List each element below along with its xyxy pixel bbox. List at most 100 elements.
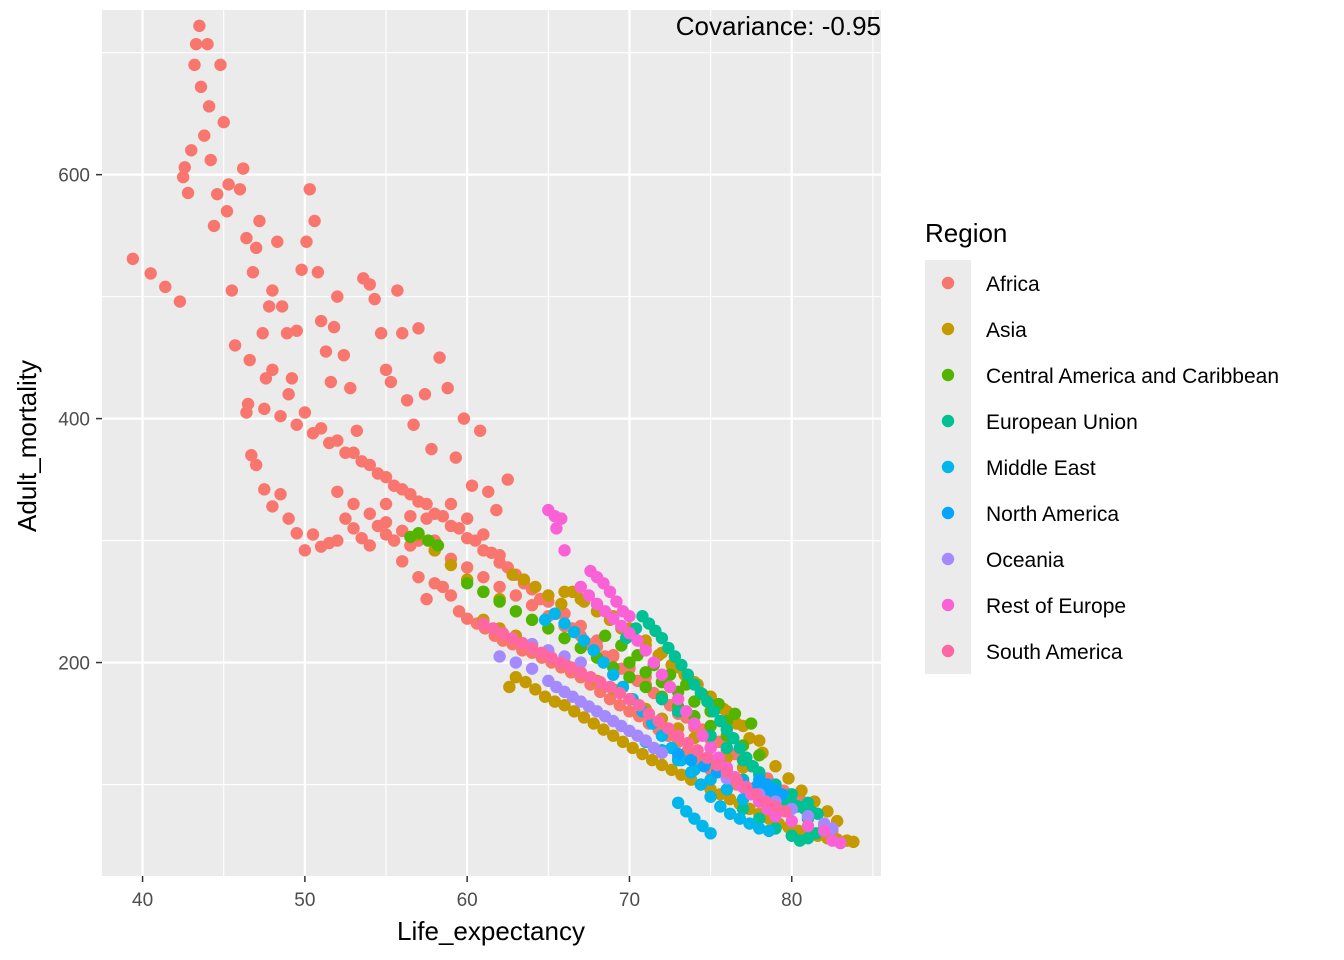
- data-point: [347, 497, 360, 511]
- data-point: [300, 235, 313, 248]
- data-point: [681, 668, 695, 681]
- data-point: [538, 690, 552, 703]
- data-point: [548, 607, 561, 620]
- data-point: [762, 824, 776, 838]
- x-tick-label: 40: [132, 890, 153, 911]
- data-point: [188, 58, 201, 72]
- data-point: [324, 375, 338, 389]
- data-point: [704, 790, 717, 803]
- data-point: [801, 810, 815, 823]
- data-point: [482, 485, 495, 498]
- data-point: [285, 372, 299, 385]
- data-point: [594, 675, 607, 689]
- legend-label: Central America and Caribbean: [986, 365, 1279, 388]
- data-point: [457, 412, 471, 425]
- data-point: [477, 585, 490, 599]
- data-point: [801, 819, 815, 833]
- data-point: [236, 162, 250, 175]
- data-point: [587, 644, 600, 657]
- data-point: [379, 497, 393, 511]
- data-point: [607, 668, 620, 681]
- data-point: [603, 585, 617, 599]
- data-point: [801, 796, 815, 810]
- y-tick-label: 200: [58, 654, 90, 675]
- data-point: [736, 802, 750, 816]
- legend-item: South America: [941, 641, 1123, 664]
- data-point: [688, 763, 701, 777]
- data-point: [233, 183, 247, 196]
- data-point: [587, 717, 600, 730]
- x-axis-title: Life_expectancy: [397, 916, 585, 946]
- data-point: [577, 711, 591, 724]
- data-point: [331, 290, 344, 303]
- data-point: [214, 58, 227, 72]
- data-point: [603, 692, 617, 706]
- data-point: [558, 607, 571, 620]
- data-point: [126, 252, 140, 266]
- data-point: [337, 348, 351, 362]
- data-point: [558, 544, 571, 557]
- legend-key: [941, 276, 955, 290]
- legend-item: North America: [941, 503, 1119, 526]
- legend-key: [941, 414, 955, 428]
- legend-label: Asia: [986, 319, 1027, 342]
- data-point: [350, 424, 363, 438]
- data-point: [501, 473, 514, 486]
- x-tick-label: 50: [294, 890, 315, 911]
- data-point: [529, 580, 542, 594]
- data-point: [436, 580, 450, 594]
- data-point: [258, 402, 271, 416]
- data-point: [730, 773, 743, 786]
- data-point: [228, 339, 242, 352]
- covariance-annotation: Covariance: -0.95: [676, 11, 881, 41]
- data-point: [691, 744, 704, 757]
- data-point: [178, 161, 191, 174]
- data-point: [753, 749, 766, 762]
- data-point: [173, 295, 187, 308]
- data-point: [779, 805, 792, 818]
- data-point: [396, 327, 409, 340]
- data-point: [452, 605, 466, 618]
- data-point: [769, 810, 782, 823]
- data-point: [680, 705, 693, 718]
- data-point: [444, 589, 458, 602]
- data-point: [225, 284, 239, 297]
- data-point: [460, 561, 474, 574]
- data-point: [198, 129, 211, 142]
- data-point: [249, 458, 263, 472]
- data-point: [441, 381, 454, 395]
- data-point: [425, 442, 438, 456]
- data-point: [525, 599, 539, 612]
- data-point: [769, 760, 782, 773]
- data-point: [290, 418, 303, 431]
- data-point: [404, 509, 417, 523]
- data-point: [477, 544, 490, 557]
- data-point: [607, 729, 620, 742]
- data-point: [782, 772, 795, 785]
- data-point: [759, 795, 772, 808]
- data-point: [473, 424, 487, 438]
- data-point: [639, 680, 652, 694]
- data-point: [185, 144, 198, 157]
- legend-item: European Union: [941, 411, 1138, 434]
- data-point: [246, 266, 260, 279]
- data-point: [613, 699, 626, 712]
- data-point: [327, 320, 341, 334]
- data-point: [477, 617, 490, 630]
- data-point: [331, 534, 344, 547]
- data-point: [671, 729, 685, 742]
- data-point: [710, 758, 724, 772]
- series-rest-of-europe: [542, 503, 847, 850]
- data-point: [558, 617, 571, 630]
- data-point: [675, 768, 688, 781]
- data-point: [525, 662, 539, 675]
- data-point: [574, 666, 587, 679]
- data-point: [290, 324, 303, 337]
- data-point: [639, 666, 652, 679]
- data-point: [444, 519, 458, 533]
- legend-label: North America: [986, 503, 1119, 526]
- data-point: [509, 605, 523, 618]
- data-point: [720, 723, 734, 736]
- data-point: [204, 153, 217, 167]
- data-point: [355, 531, 368, 545]
